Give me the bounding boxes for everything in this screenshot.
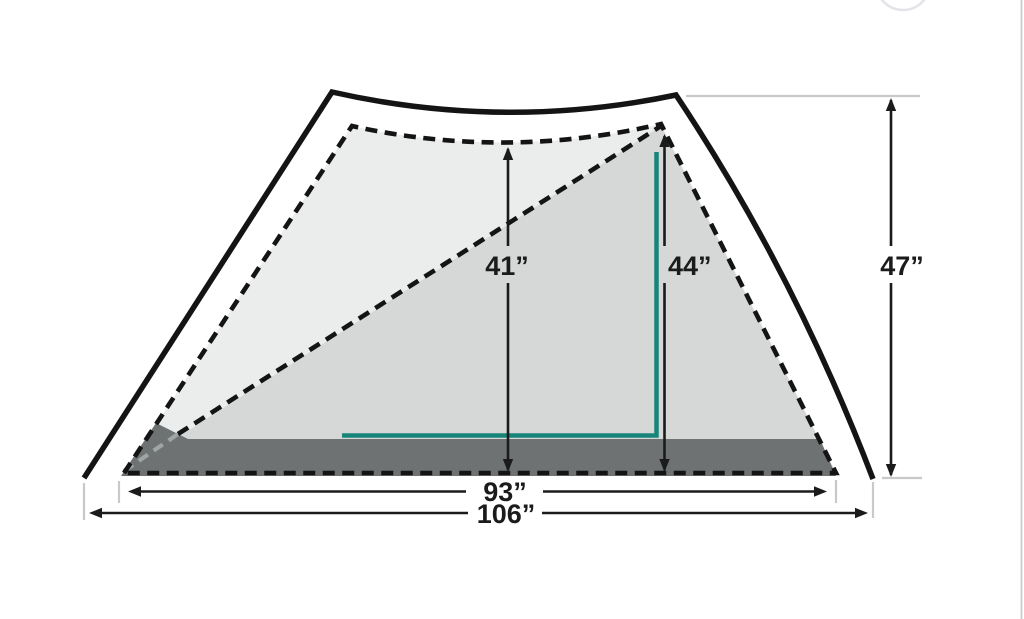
dimension-label-41: 41” bbox=[485, 251, 529, 281]
dimension-label-47: 47” bbox=[880, 251, 924, 281]
dimension-base-width: 106” bbox=[89, 499, 868, 529]
dimension-label-44: 44” bbox=[668, 251, 712, 281]
tent-inner-dashed-outline bbox=[119, 121, 840, 476]
arrowhead-down-icon bbox=[659, 459, 670, 472]
dimension-label-106: 106” bbox=[477, 499, 536, 529]
arrowhead-left-icon bbox=[128, 486, 141, 497]
guide-lines bbox=[82, 94, 922, 520]
arrowhead-up-icon bbox=[659, 134, 670, 147]
dimension-label-93: 93” bbox=[483, 477, 527, 507]
tent-diagonal-dashed-line bbox=[176, 124, 663, 436]
dimension-floor-width: 93” bbox=[128, 477, 827, 507]
arrowhead-up-icon bbox=[885, 98, 897, 111]
arrowhead-down-icon bbox=[885, 464, 897, 477]
dimension-peak-height: 44” bbox=[659, 134, 712, 472]
arrowhead-up-icon bbox=[502, 147, 514, 160]
arrowhead-down-icon bbox=[502, 459, 514, 472]
tent-outer-outline bbox=[81, 88, 876, 480]
tent-diagonal-dashed-line-floor-segment bbox=[122, 432, 180, 473]
arrowhead-right-icon bbox=[855, 507, 868, 519]
tent-floor bbox=[121, 423, 836, 476]
dimension-outer-height: 47” bbox=[880, 98, 924, 477]
cropped-circle-decoration bbox=[880, 0, 926, 12]
arrowhead-left-icon bbox=[89, 507, 102, 519]
tent-interior-space-line bbox=[342, 152, 659, 438]
dimension-inner-height: 41” bbox=[485, 147, 529, 472]
arrowhead-right-icon bbox=[814, 486, 827, 497]
